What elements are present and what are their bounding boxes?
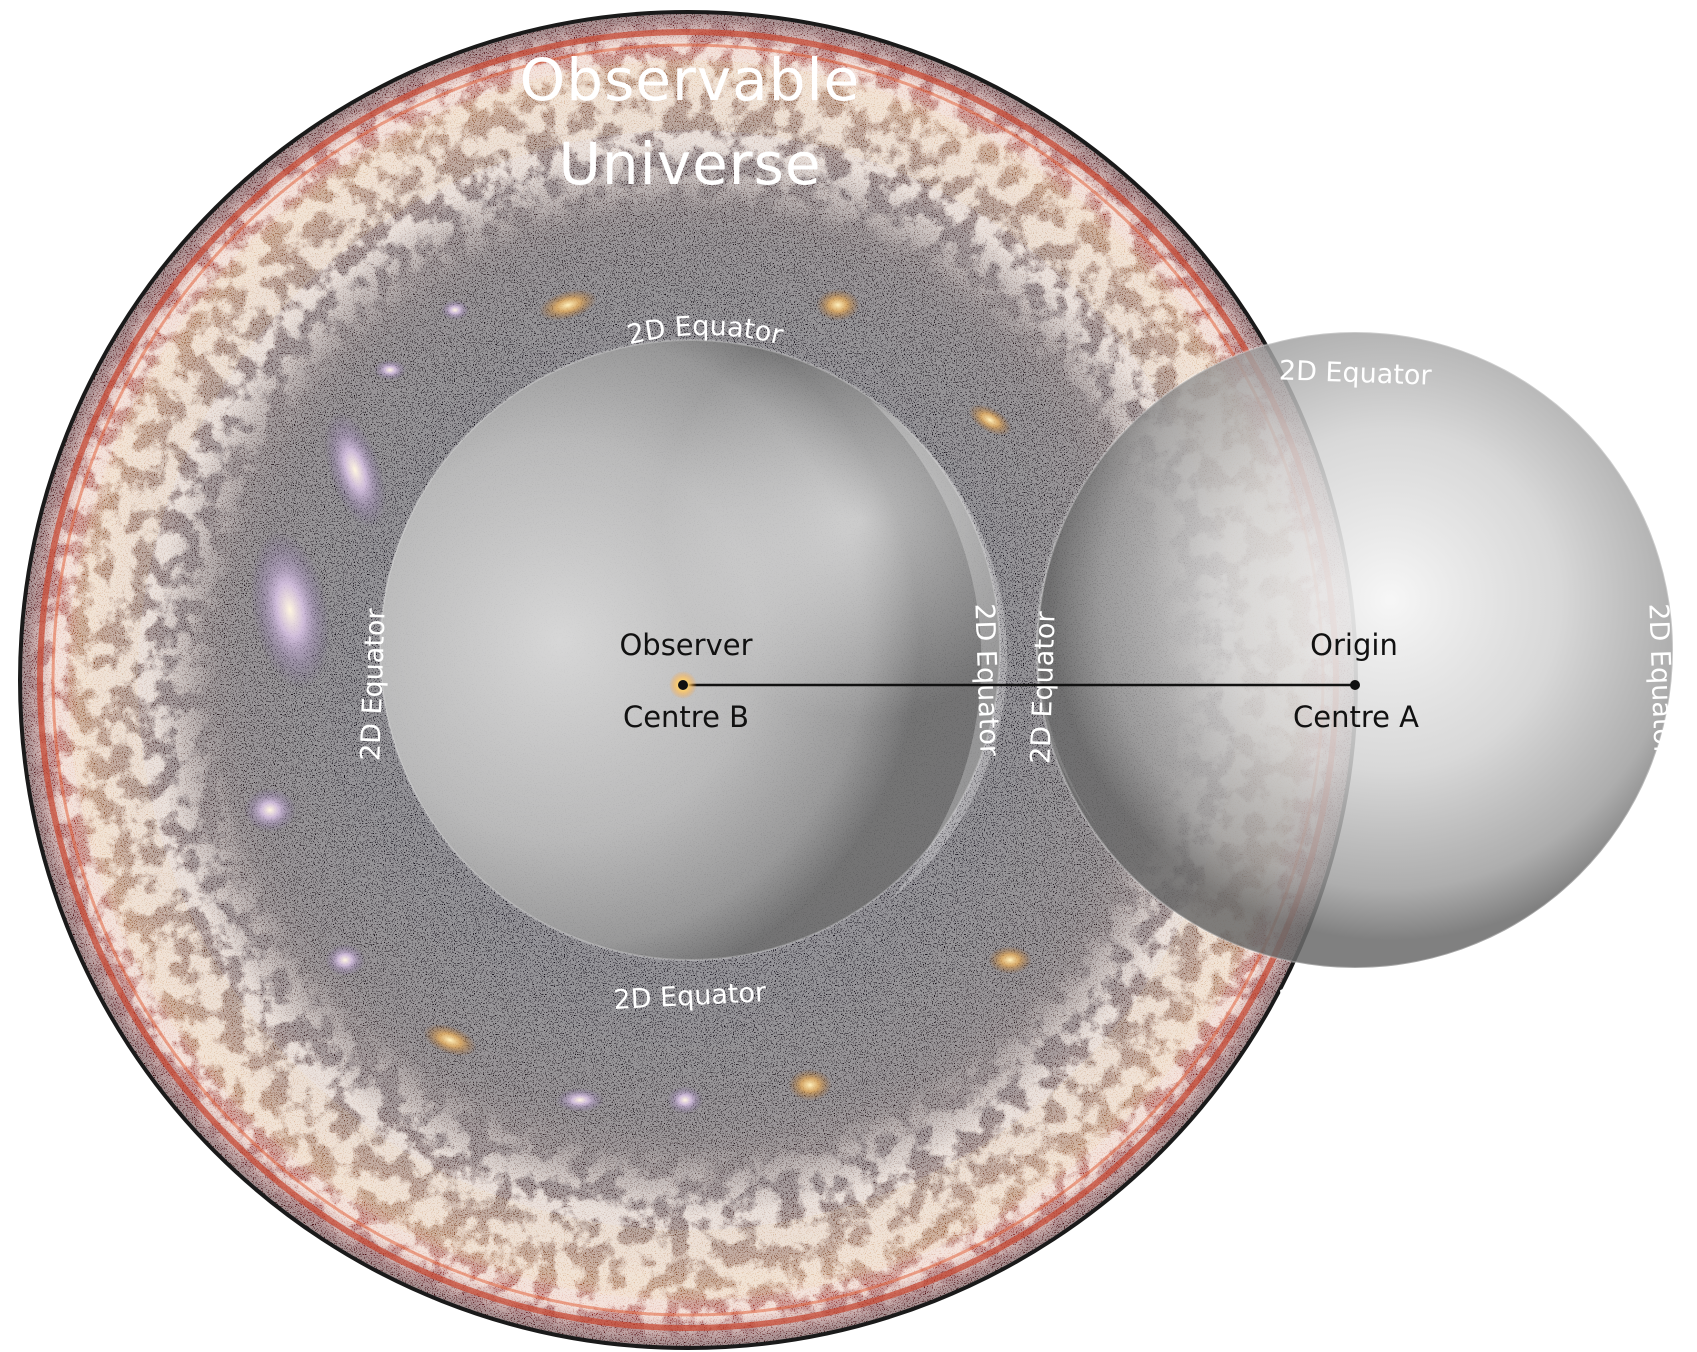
origin-equator-right-label: 2D Equator xyxy=(1642,603,1678,758)
observer-sphere xyxy=(379,339,1008,961)
galaxy-icon xyxy=(325,944,365,976)
origin-point xyxy=(1350,680,1360,690)
galaxy-icon xyxy=(374,360,406,380)
title-line-1: Observable xyxy=(520,46,861,114)
origin-equator-bottom-label: 2D Equator xyxy=(1278,977,1433,1016)
origin-label: Origin xyxy=(1310,628,1398,662)
origin-equator-left-label: 2D Equator xyxy=(1025,610,1061,765)
galaxy-icon xyxy=(968,404,1012,436)
galaxy-icon xyxy=(538,289,598,321)
galaxy-icon xyxy=(250,530,330,690)
origin-sphere xyxy=(1034,331,1674,969)
galaxy-icon xyxy=(667,1086,703,1114)
galaxy-icon xyxy=(423,1023,477,1057)
galaxy-icon xyxy=(556,1088,604,1112)
observer-equator-left-label: 2D Equator xyxy=(355,607,391,762)
galaxy-cluster-ring xyxy=(244,289,1032,1114)
centre-b-label: Centre B xyxy=(623,700,749,734)
centre-a-label: Centre A xyxy=(1293,700,1419,734)
galaxy-icon xyxy=(988,946,1032,974)
galaxy-icon xyxy=(244,788,296,832)
observer-label: Observer xyxy=(619,628,752,662)
title-line-2: Universe xyxy=(558,130,821,198)
galaxy-icon xyxy=(816,289,860,321)
observer-point xyxy=(678,680,688,690)
galaxy-icon xyxy=(441,300,469,320)
observer-equator-right-label: 2D Equator xyxy=(968,603,1004,758)
galaxy-icon xyxy=(324,412,386,528)
origin-equator-top-label: 2D Equator xyxy=(1278,355,1433,391)
galaxy-icon xyxy=(788,1069,832,1101)
